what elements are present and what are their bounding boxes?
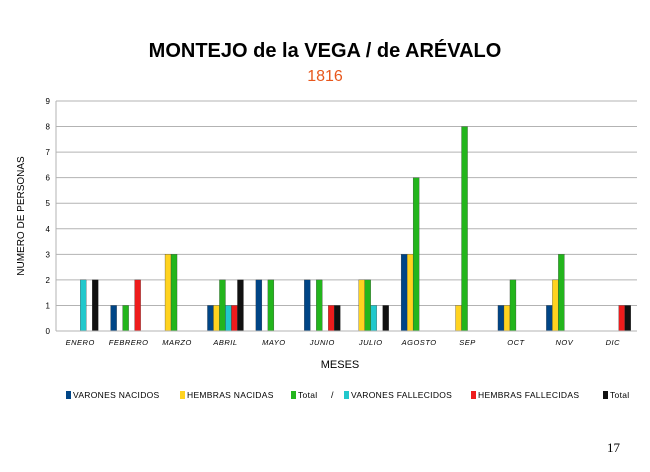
bar bbox=[552, 279, 559, 332]
bar bbox=[316, 279, 323, 332]
bar bbox=[503, 305, 511, 332]
bar bbox=[624, 305, 631, 332]
bar bbox=[255, 279, 263, 332]
bar bbox=[370, 305, 377, 332]
legend-label: Total bbox=[610, 390, 629, 400]
x-tick-label: JULIO bbox=[358, 338, 383, 347]
x-tick-label: DIC bbox=[606, 338, 621, 347]
x-tick-label: MARZO bbox=[162, 338, 192, 347]
bar bbox=[134, 279, 141, 332]
legend-swatch bbox=[180, 391, 185, 399]
bar bbox=[412, 177, 420, 332]
legend-swatch bbox=[603, 391, 608, 399]
bar bbox=[225, 305, 232, 332]
y-tick-label: 5 bbox=[46, 199, 51, 208]
legend-label: VARONES FALLECIDOS bbox=[351, 390, 452, 400]
bar bbox=[80, 279, 87, 332]
bar bbox=[618, 305, 625, 332]
x-tick-label: OCT bbox=[507, 338, 525, 347]
page-number: 17 bbox=[607, 440, 620, 455]
bar bbox=[461, 126, 468, 332]
legend-label: HEMBRAS FALLECIDAS bbox=[478, 390, 579, 400]
x-tick-label: ABRIL bbox=[212, 338, 237, 347]
bar bbox=[400, 254, 408, 332]
x-tick-label: ENERO bbox=[66, 338, 95, 347]
grid-lines bbox=[56, 100, 637, 306]
bar bbox=[406, 254, 414, 332]
bar bbox=[382, 305, 389, 332]
legend-separator: / bbox=[331, 390, 334, 400]
bar bbox=[358, 279, 365, 332]
bar bbox=[267, 279, 275, 332]
bar bbox=[546, 305, 553, 332]
y-tick-label: 4 bbox=[46, 225, 51, 234]
legend: VARONES NACIDOS HEMBRAS NACIDAS Total VARON… bbox=[66, 390, 629, 400]
bar bbox=[558, 254, 565, 332]
y-tick-label: 9 bbox=[46, 97, 51, 106]
bar bbox=[328, 305, 335, 332]
bar bbox=[213, 305, 220, 332]
bar bbox=[170, 254, 178, 332]
y-tick-label: 2 bbox=[46, 276, 51, 285]
bar bbox=[304, 279, 311, 332]
y-tick-label: 8 bbox=[46, 123, 51, 132]
x-tick-label: MAYO bbox=[262, 338, 286, 347]
bar bbox=[497, 305, 505, 332]
bar bbox=[455, 305, 462, 332]
legend-swatch bbox=[471, 391, 476, 399]
bar bbox=[110, 305, 117, 332]
legend-label: Total bbox=[298, 390, 317, 400]
bar bbox=[364, 279, 371, 332]
legend-label: VARONES NACIDOS bbox=[73, 390, 160, 400]
bars bbox=[80, 126, 631, 332]
bar bbox=[334, 305, 341, 332]
legend-swatch bbox=[66, 391, 71, 399]
bar bbox=[231, 305, 238, 332]
y-axis-label: NUMERO DE PERSONAS bbox=[16, 156, 27, 276]
bar bbox=[509, 279, 517, 332]
bar bbox=[92, 279, 99, 332]
y-axis-ticks: 0 1 2 3 4 5 6 7 8 9 bbox=[46, 97, 51, 336]
chart-subtitle: 1816 bbox=[307, 68, 343, 85]
y-tick-label: 6 bbox=[46, 174, 51, 183]
x-axis-ticks: ENERO FEBRERO MARZO ABRIL MAYO JUNIO JULIO AGOS… bbox=[66, 338, 620, 347]
x-tick-label: SEP bbox=[459, 338, 476, 347]
bar bbox=[237, 279, 244, 332]
legend-swatch bbox=[291, 391, 296, 399]
bar bbox=[164, 254, 172, 332]
x-tick-label: NOV bbox=[555, 338, 573, 347]
y-tick-label: 7 bbox=[46, 148, 51, 157]
legend-label: HEMBRAS NACIDAS bbox=[187, 390, 274, 400]
y-tick-label: 0 bbox=[46, 327, 51, 336]
x-tick-label: AGOSTO bbox=[401, 338, 437, 347]
x-tick-label: JUNIO bbox=[309, 338, 335, 347]
chart-title: MONTEJO de la VEGA / de ARÉVALO bbox=[148, 40, 502, 62]
x-axis-label: MESES bbox=[321, 359, 360, 371]
legend-swatch bbox=[344, 391, 349, 399]
bar bbox=[122, 305, 129, 332]
x-tick-label: FEBRERO bbox=[109, 338, 149, 347]
y-tick-label: 1 bbox=[46, 301, 51, 310]
bar bbox=[219, 279, 226, 332]
y-tick-label: 3 bbox=[46, 250, 51, 259]
bar bbox=[207, 305, 214, 332]
